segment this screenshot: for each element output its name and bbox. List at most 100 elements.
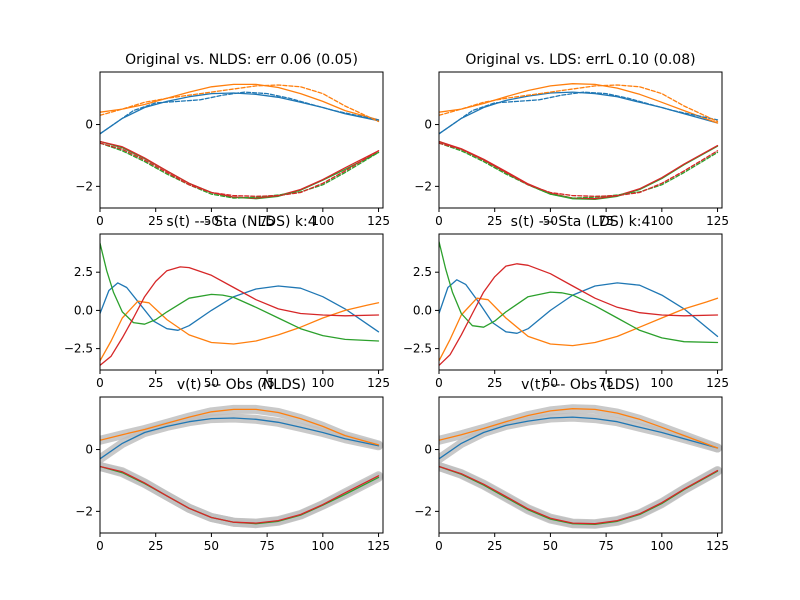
series-line-1 [439, 83, 719, 124]
x-tick-label: 75 [259, 214, 274, 228]
y-tick-label: 2.5 [74, 265, 93, 279]
series-line-3 [439, 263, 719, 367]
series-line-0 [439, 416, 719, 460]
x-tick-label: 75 [259, 376, 274, 390]
panel-state-lds: 0 25 50 75 100 125 2.5 0.0 −2.5 s(t) --- Sta (LDS… [403, 214, 729, 390]
x-tick-label: 100 [311, 539, 334, 553]
x-tick-label: 50 [543, 376, 558, 390]
x-tick-label: 100 [311, 376, 334, 390]
x-tick-label: 100 [650, 376, 673, 390]
x-tick-label: 100 [311, 214, 334, 228]
series-line-3 [100, 465, 380, 524]
panel-original-vs-lds: 0 25 50 75 100 125 0 −2 Original vs. LDS: errL 0… [414, 52, 729, 228]
axes-frame [99, 233, 384, 371]
x-tick-label: 125 [706, 376, 729, 390]
series-line-6 [439, 142, 719, 199]
series-line-6 [100, 142, 380, 199]
plot-area [439, 83, 719, 200]
x-tick-label: 25 [148, 539, 163, 553]
x-tick-label: 0 [435, 539, 443, 553]
plot-area [439, 240, 719, 367]
x-tick-label: 50 [543, 539, 558, 553]
plot-area [100, 83, 380, 200]
series-line-1 [100, 408, 380, 446]
x-tick-label: 0 [435, 214, 443, 228]
series-line-1 [439, 408, 719, 449]
y-tick-label: 2.5 [413, 265, 432, 279]
series-line-3 [100, 140, 380, 199]
panel-observation-nlds: 0 25 50 75 100 125 0 −2 v(t) --- Obs (NLDS) [75, 377, 390, 553]
panel-state-nlds: 0 25 50 75 100 125 2.5 0.0 −2.5 s(t) --- Sta (NLD… [64, 214, 390, 390]
y-tick-label: −2 [75, 179, 93, 193]
axes-frame [438, 396, 723, 534]
series-line-2 [439, 240, 719, 344]
series-line-5 [100, 84, 380, 123]
series-line-2 [100, 242, 380, 342]
panel-title: s(t) --- Sta (NLDS) k:4 [166, 214, 316, 230]
x-tick-label: 75 [598, 539, 613, 553]
x-tick-label: 125 [367, 214, 390, 228]
series-line-3 [100, 266, 380, 367]
panel-title: Original vs. NLDS: err 0.06 (0.05) [125, 52, 358, 68]
y-tick-label: 0 [85, 118, 93, 132]
series-line-5 [439, 84, 719, 123]
x-tick-label: 100 [650, 539, 673, 553]
y-tick-label: 0.0 [74, 303, 93, 317]
plot-area [100, 242, 380, 367]
y-tick-label: 0.0 [413, 303, 432, 317]
series-line-4 [439, 91, 719, 135]
y-tick-label: −2.5 [403, 342, 432, 356]
series-line-4 [100, 91, 380, 135]
plot-area [100, 404, 383, 529]
axes-frame [438, 71, 723, 209]
series-line-1 [100, 83, 380, 121]
x-tick-label: 50 [204, 214, 219, 228]
x-tick-label: 125 [367, 539, 390, 553]
series-line-0 [100, 417, 380, 460]
panel-title: v(t) --- Obs (NLDS) [177, 377, 306, 393]
x-tick-label: 75 [259, 539, 274, 553]
x-tick-label: 125 [706, 214, 729, 228]
x-tick-label: 125 [706, 539, 729, 553]
x-tick-label: 50 [204, 539, 219, 553]
series-line-3 [439, 465, 719, 525]
x-tick-label: 25 [487, 539, 502, 553]
panel-observation-lds: 0 25 50 75 100 125 0 −2 v(t) --- Obs (LDS) [414, 377, 729, 553]
x-tick-label: 50 [543, 214, 558, 228]
x-tick-label: 0 [96, 214, 104, 228]
panel-title: s(t) --- Sta (LDS) k:4 [511, 214, 651, 230]
y-tick-label: 0 [424, 443, 432, 457]
series-line-7 [100, 142, 380, 197]
panel-title: v(t) --- Obs (LDS) [521, 377, 640, 393]
axes-frame [99, 396, 384, 534]
series-line-1 [439, 297, 719, 362]
x-tick-label: 0 [96, 376, 104, 390]
series-line-1 [100, 300, 380, 362]
x-tick-label: 75 [598, 214, 613, 228]
panel-title: Original vs. LDS: errL 0.10 (0.08) [465, 52, 695, 68]
x-tick-label: 25 [487, 376, 502, 390]
x-tick-label: 125 [367, 376, 390, 390]
plot-area [439, 404, 722, 529]
x-tick-label: 25 [148, 214, 163, 228]
panel-original-vs-nlds: 0 25 50 75 100 125 0 −2 Original vs. NLDS: err 0… [75, 52, 390, 228]
y-tick-label: −2.5 [64, 342, 93, 356]
series-line-7 [439, 142, 719, 197]
y-tick-label: −2 [414, 179, 432, 193]
x-tick-label: 0 [435, 376, 443, 390]
x-tick-label: 75 [598, 376, 613, 390]
x-tick-label: 25 [148, 376, 163, 390]
series-line-0 [439, 279, 719, 338]
x-tick-label: 100 [650, 214, 673, 228]
x-tick-label: 0 [96, 539, 104, 553]
y-tick-label: 0 [424, 118, 432, 132]
axes-frame [438, 233, 723, 371]
series-line-0 [100, 282, 380, 333]
y-tick-label: −2 [414, 504, 432, 518]
y-tick-label: 0 [85, 443, 93, 457]
x-tick-label: 25 [487, 214, 502, 228]
y-tick-label: −2 [75, 504, 93, 518]
x-tick-label: 50 [204, 376, 219, 390]
